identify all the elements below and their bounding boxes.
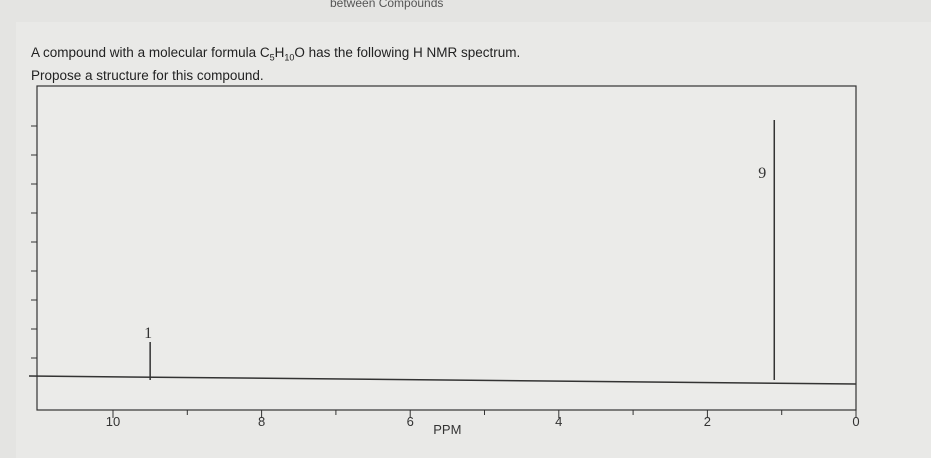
question-line-1: A compound with a molecular formula C5H1…: [31, 45, 521, 63]
peak-integration-label: 9: [758, 165, 766, 182]
x-tick-label: 6: [407, 414, 414, 429]
x-axis-label: PPM: [433, 422, 461, 437]
x-tick-label: 0: [852, 414, 859, 429]
baseline: [28, 375, 857, 385]
question-text: A compound with a molecular formula C5H1…: [31, 44, 520, 84]
x-tick-label: 8: [258, 414, 265, 429]
page-title: between Compounds: [330, 0, 444, 10]
x-tick-label: 10: [106, 414, 120, 429]
peak-integration-label: 1: [144, 325, 152, 342]
x-tick-label: 4: [555, 414, 562, 429]
plot-frame: [36, 85, 857, 411]
question-line-2: Propose a structure for this compound.: [31, 67, 264, 83]
x-tick-label: 2: [704, 414, 711, 429]
